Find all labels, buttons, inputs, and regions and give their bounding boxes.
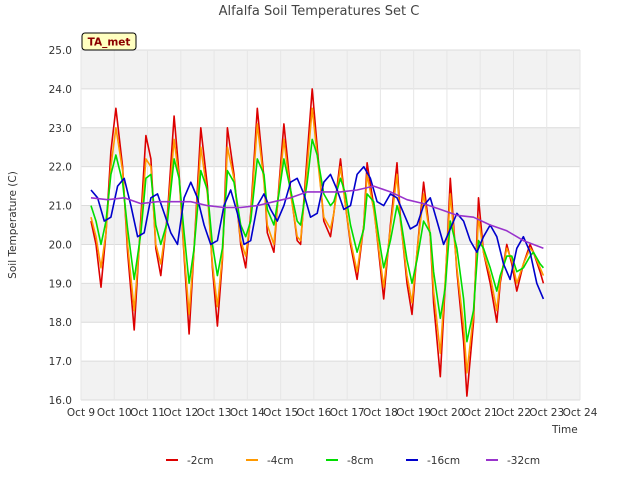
plot-bands — [81, 50, 580, 400]
x-tick-label: Oct 12 — [163, 407, 198, 419]
plot-band — [81, 361, 580, 400]
legend-label: -8cm — [347, 455, 373, 467]
legend-label: -32cm — [507, 455, 540, 467]
legend-item: -32cm — [486, 455, 540, 467]
plot-band — [81, 50, 580, 89]
series-line-minus-16cm — [90, 165, 545, 300]
x-tick-label: Oct 22 — [496, 407, 531, 419]
y-axis-label: Soil Temperature (C) — [7, 171, 19, 279]
ta-met-badge: TA_met — [81, 32, 137, 51]
y-tick-label: 21.0 — [49, 201, 72, 213]
y-tick-labels: 16.0 17.0 18.0 19.0 20.0 21.0 22.0 23.0 24.0 25.0 — [49, 45, 72, 407]
legend-label: -2cm — [187, 455, 213, 467]
gridlines — [80, 49, 581, 401]
chart-title: Alfalfa Soil Temperatures Set C — [219, 4, 420, 19]
x-tick-label: Oct 13 — [197, 407, 232, 419]
legend-item: -16cm — [406, 455, 460, 467]
x-tick-label: Oct 18 — [363, 407, 398, 419]
y-tick-label: 22.0 — [49, 162, 72, 174]
y-tick-label: 16.0 — [49, 395, 72, 407]
plot-band — [81, 127, 580, 167]
series-line-minus-8cm — [90, 138, 545, 343]
y-tick-label: 24.0 — [49, 84, 72, 96]
x-tick-label: Oct 10 — [97, 407, 132, 419]
x-tick-label: Oct 17 — [330, 407, 365, 419]
badge-box — [81, 32, 137, 51]
legend-label: -4cm — [267, 455, 293, 467]
legend: -2cm -4cm -8cm -16cm -32cm — [166, 455, 540, 467]
y-tick-label: 23.0 — [49, 123, 72, 135]
y-tick-label: 20.0 — [49, 239, 72, 251]
x-tick-label: Oct 19 — [396, 407, 431, 419]
y-tick-label: 25.0 — [49, 45, 72, 57]
x-tick-label: Oct 21 — [463, 407, 498, 419]
plot-band — [81, 283, 580, 323]
y-tick-label: 18.0 — [49, 317, 72, 329]
y-tick-label: 17.0 — [49, 356, 72, 368]
legend-item: -4cm — [246, 455, 293, 467]
badge-label: TA_met — [88, 37, 131, 49]
series-lines — [90, 88, 545, 397]
x-tick-label: Oct 23 — [529, 407, 564, 419]
x-tick-label: Oct 15 — [263, 407, 298, 419]
x-axis-label: Time — [551, 424, 578, 436]
x-tick-label: Oct 16 — [296, 407, 331, 419]
legend-label: -16cm — [427, 455, 460, 467]
x-tick-label: Oct 9 — [67, 407, 95, 419]
y-tick-label: 19.0 — [49, 278, 72, 290]
x-tick-label: Oct 11 — [130, 407, 165, 419]
legend-item: -8cm — [326, 455, 373, 467]
x-tick-label: Oct 20 — [430, 407, 465, 419]
x-tick-label: Oct 14 — [230, 407, 265, 419]
series-line-minus-32cm — [90, 185, 544, 250]
x-tick-label: Oct 24 — [563, 407, 598, 419]
legend-item: -2cm — [166, 455, 213, 467]
